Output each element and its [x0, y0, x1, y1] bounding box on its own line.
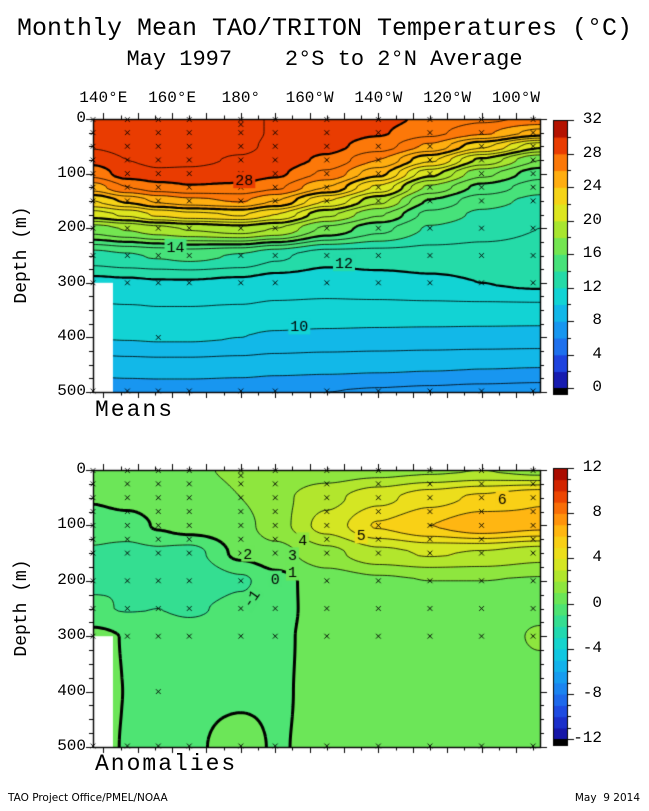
- depth-tick-label: 0: [76, 109, 86, 127]
- colorbar-tick-label: 28: [582, 143, 602, 162]
- footer-date: May 9 2014: [574, 792, 640, 804]
- lon-tick-label: 160°W: [285, 89, 334, 107]
- lon-tick-label: 100°W: [491, 89, 540, 107]
- depth-tick-label: 100: [57, 515, 86, 534]
- page-subtitle: May 1997 2°S to 2°N Average: [126, 47, 523, 72]
- depth-tick-label: 400: [57, 327, 86, 346]
- colorbar-tick-label: 0: [592, 378, 602, 396]
- depth-tick-label: 200: [57, 218, 86, 237]
- depth-tick-label: 300: [57, 626, 86, 645]
- depth-tick-label: 200: [57, 570, 86, 589]
- colorbar-tick-label: 0: [592, 593, 602, 612]
- colorbar-tick-label: 4: [592, 548, 602, 567]
- lon-tick-label: 160°E: [148, 89, 197, 107]
- lon-tick-label: 180°: [221, 89, 261, 107]
- colorbar-tick-label: 32: [582, 110, 602, 128]
- footer-credit: TAO Project Office/PMEL/NOAA: [8, 792, 168, 804]
- colorbar-tick-label: 4: [592, 344, 602, 363]
- means-caption: Means: [95, 397, 175, 423]
- depth-tick-label: 500: [57, 737, 86, 755]
- depth-tick-label: 400: [57, 681, 86, 700]
- colorbar-tick-label: -8: [582, 683, 602, 702]
- depth-axis-label-anomalies: Depth (m): [12, 559, 32, 657]
- colorbar-tick-label: 20: [582, 210, 602, 229]
- anomalies-caption: Anomalies: [95, 751, 238, 777]
- colorbar-tick-label: 8: [592, 311, 602, 329]
- colorbar-tick-label: 8: [592, 503, 602, 522]
- colorbar-tick-label: 16: [582, 244, 602, 262]
- colorbar-tick-label: 12: [582, 458, 602, 476]
- lon-tick-label: 120°W: [423, 89, 472, 107]
- depth-tick-label: 100: [57, 163, 86, 182]
- depth-tick-label: 300: [57, 272, 86, 291]
- colorbar-tick-label: -12: [573, 729, 602, 747]
- depth-axis-label-means: Depth (m): [12, 206, 32, 304]
- page-title: Monthly Mean TAO/TRITON Temperatures (°C…: [16, 14, 633, 43]
- depth-tick-label: 500: [57, 382, 86, 400]
- lon-tick-label: 140°W: [354, 89, 403, 107]
- colorbar-tick-label: 24: [582, 177, 602, 195]
- colorbar-tick-label: 12: [582, 277, 602, 296]
- lon-tick-label: 140°E: [79, 89, 128, 107]
- colorbar-tick-label: -4: [582, 638, 602, 657]
- depth-tick-label: 0: [76, 460, 86, 478]
